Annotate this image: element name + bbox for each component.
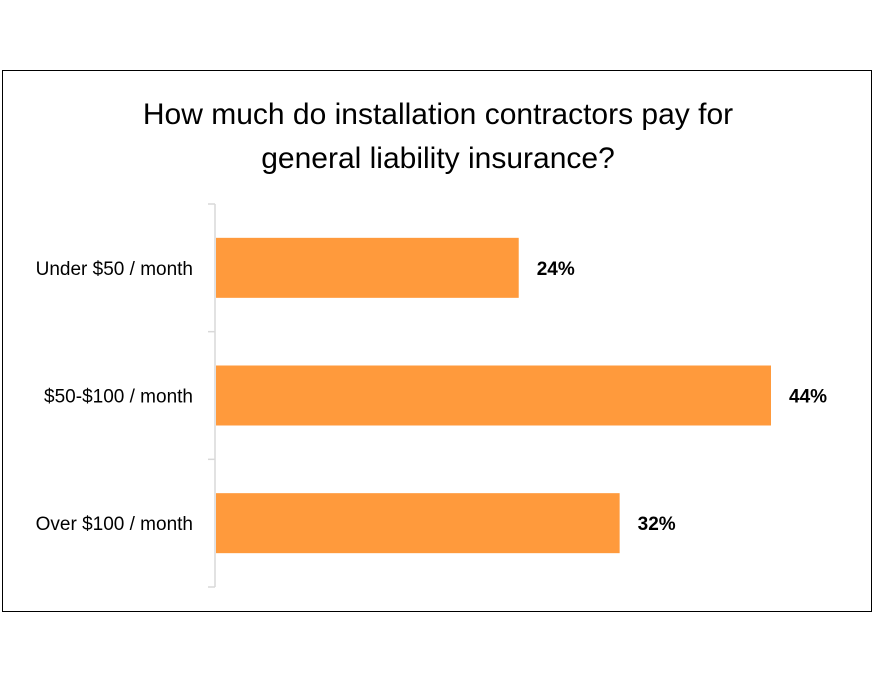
chart-title-line-1: How much do installation contractors pay…: [142, 98, 734, 131]
category-labels: Under $50 / month $50-$100 / month Over $1…: [36, 259, 193, 535]
bar-1: [216, 237, 519, 298]
chart-title: How much do installation contractors pay…: [0, 93, 876, 181]
category-label: $50-$100 / month: [44, 387, 193, 408]
data-label: 44%: [789, 387, 827, 408]
data-labels: 24% 44% 32%: [537, 259, 827, 535]
bar-2: [216, 365, 771, 426]
category-label: Under $50 / month: [36, 259, 193, 280]
bar-3: [216, 493, 620, 554]
data-label: 32%: [638, 514, 676, 535]
category-label: Over $100 / month: [36, 514, 193, 535]
data-label: 24%: [537, 259, 575, 280]
bars: [216, 237, 771, 554]
category-axis: [208, 203, 216, 588]
chart-title-line-2: general liability insurance?: [261, 142, 615, 175]
